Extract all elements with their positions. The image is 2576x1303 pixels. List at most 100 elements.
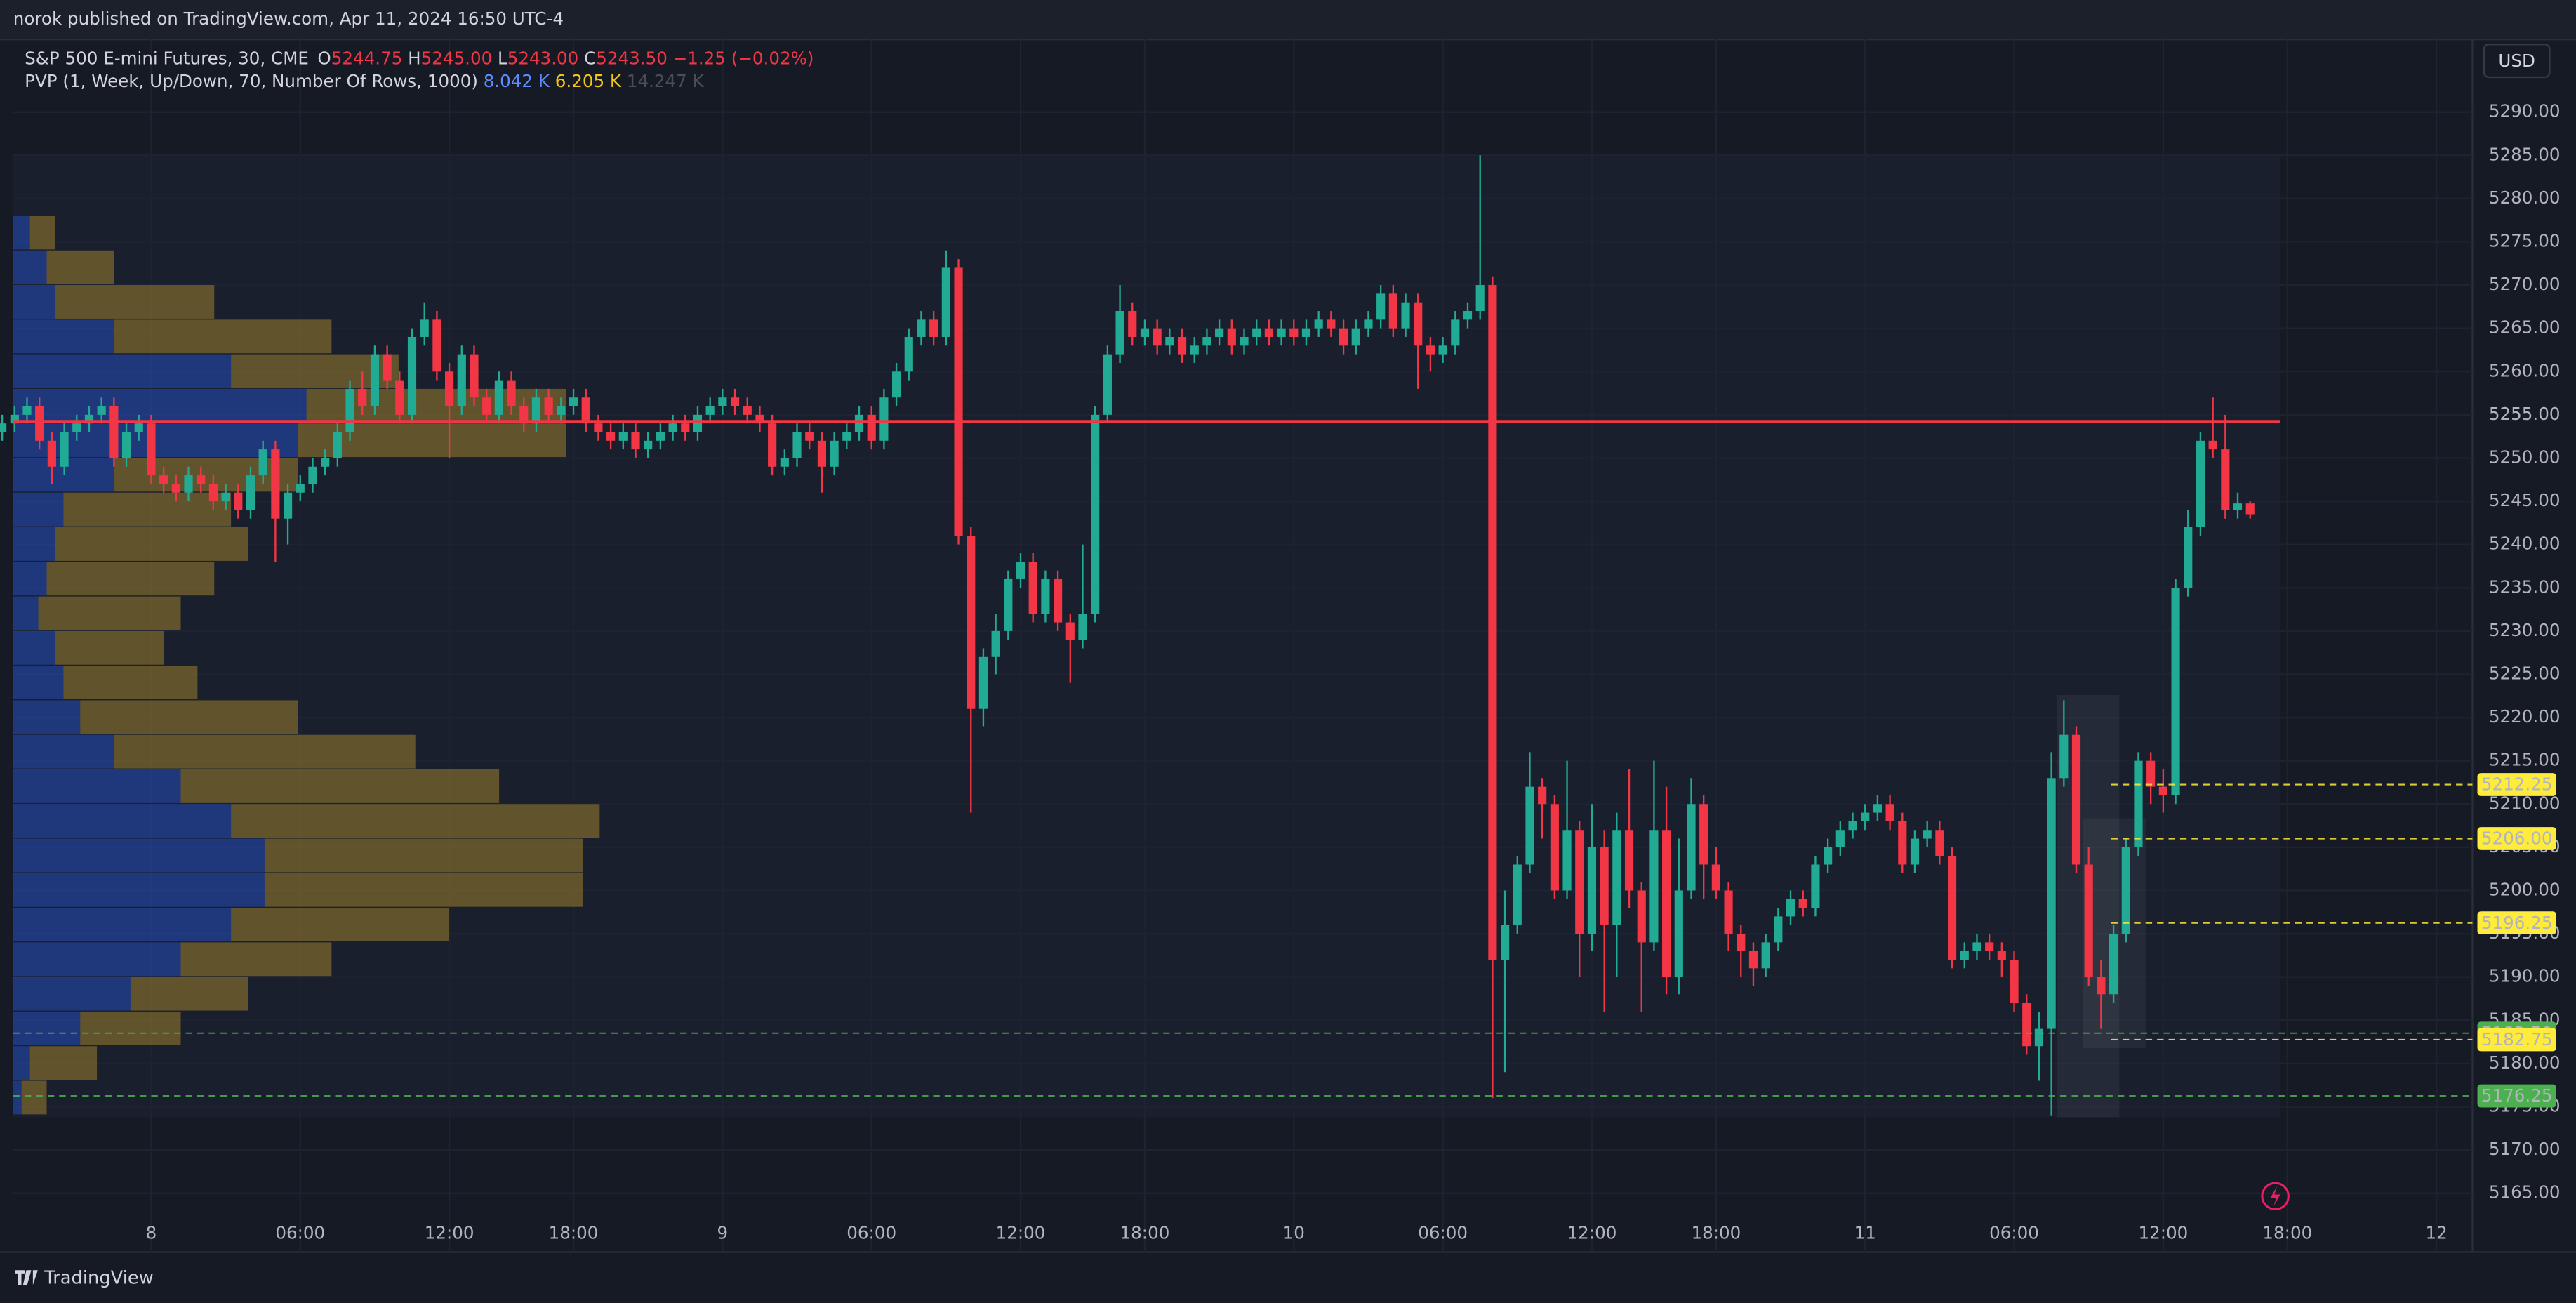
candle-body xyxy=(171,484,180,493)
x-tick-label: 12:00 xyxy=(425,1223,474,1243)
profile-down xyxy=(55,527,248,561)
y-tick-label: 5200.00 xyxy=(2489,879,2561,899)
profile-up xyxy=(13,354,232,388)
profile-up xyxy=(13,1011,81,1045)
candle-body xyxy=(2245,503,2255,515)
candle-body xyxy=(457,354,466,406)
y-tick-label: 5285.00 xyxy=(2489,144,2561,164)
candle-body xyxy=(72,423,81,432)
profile-down xyxy=(114,734,416,769)
candle-body xyxy=(817,440,826,467)
candle-body xyxy=(594,423,603,432)
profile-up xyxy=(13,250,47,284)
level-tag-label: 5212.25 xyxy=(2481,774,2553,795)
candle-body xyxy=(2010,960,2019,1003)
candle-body xyxy=(941,267,950,337)
change: −1.25 (−0.02%) xyxy=(673,48,814,68)
y-tick-label: 5230.00 xyxy=(2489,620,2561,640)
candle-body xyxy=(1277,328,1286,337)
legend: S&P 500 E-mini Futures, 30, CME O5244.75… xyxy=(25,48,814,68)
candle-body xyxy=(1761,942,1770,969)
y-tick-label: 5180.00 xyxy=(2489,1052,2561,1073)
candle-body xyxy=(1562,830,1572,891)
candle-body xyxy=(1923,830,1932,839)
profile-period-region xyxy=(13,156,2280,1118)
candle-body xyxy=(2097,977,2106,995)
y-tick-label: 5235.00 xyxy=(2489,576,2561,597)
candle-body xyxy=(1513,864,1522,925)
candle-body xyxy=(2221,449,2230,510)
profile-up xyxy=(13,1046,30,1080)
candle-body xyxy=(147,423,156,476)
candle-body xyxy=(358,388,367,406)
profile-up xyxy=(13,838,265,873)
candle-body xyxy=(494,380,503,415)
profile-up xyxy=(13,216,30,250)
candles xyxy=(0,155,2255,1116)
x-tick-label: 10 xyxy=(1283,1223,1305,1243)
x-tick-label: 11 xyxy=(1854,1223,1876,1243)
candle-body xyxy=(531,397,541,424)
profile-down xyxy=(264,838,583,873)
profile-down xyxy=(63,492,232,527)
currency-button[interactable] xyxy=(2483,44,2551,79)
level-tag xyxy=(2477,1084,2556,1108)
candle-body xyxy=(879,397,889,441)
x-tick-label: 18:00 xyxy=(2262,1223,2312,1243)
y-tick-label: 5170.00 xyxy=(2489,1139,2561,1159)
candle-body xyxy=(1848,821,1857,831)
candle-body xyxy=(718,397,727,406)
y-tick-label: 5260.00 xyxy=(2489,360,2561,381)
candle-body xyxy=(1215,328,1224,337)
candle-body xyxy=(1240,336,1249,346)
candle-body xyxy=(470,354,479,398)
candle-body xyxy=(1475,285,1485,312)
candle-body xyxy=(2196,440,2205,528)
top-bar xyxy=(0,0,2576,40)
candle-body xyxy=(1737,934,1746,951)
currency[interactable]: USD xyxy=(2498,51,2535,71)
y-tick-label: 5250.00 xyxy=(2489,447,2561,467)
x-tick-label: 12 xyxy=(2426,1223,2448,1243)
level-tag-label: 5206.00 xyxy=(2481,828,2553,849)
candle-body xyxy=(407,336,417,415)
profile-up xyxy=(13,492,64,527)
open-value: 5244.75 xyxy=(331,48,403,68)
candle-body xyxy=(1202,336,1211,346)
candle-body xyxy=(668,423,677,432)
profile-up xyxy=(13,285,55,319)
candle-body xyxy=(445,371,454,406)
candle-body xyxy=(557,406,566,415)
candle-body xyxy=(1314,319,1323,329)
candle-body xyxy=(1550,804,1559,891)
candle-body xyxy=(743,406,752,415)
candle-body xyxy=(1587,847,1597,934)
profile-up xyxy=(13,388,307,423)
profile-up xyxy=(13,1080,22,1115)
level-tag xyxy=(2477,1028,2556,1052)
candle-body xyxy=(1935,830,1944,856)
axes: 5290.00 5285.00 5280.00 5275.00 5270.00 5265.… xyxy=(146,101,2561,1243)
candle-body xyxy=(2071,734,2081,865)
profile-down xyxy=(264,873,583,907)
candle-body xyxy=(271,449,280,519)
candle-body xyxy=(830,440,839,467)
alert-icon[interactable] xyxy=(2261,1182,2290,1211)
profile-down xyxy=(180,942,332,977)
down-total: 6.205 K xyxy=(555,71,622,91)
profile-up xyxy=(13,908,232,941)
x-tick-label: 18:00 xyxy=(549,1223,599,1243)
profile-up xyxy=(13,873,265,907)
candle-body xyxy=(1165,336,1174,346)
y-tick-label: 5275.00 xyxy=(2489,230,2561,251)
candle-body xyxy=(1177,336,1187,355)
profile-down xyxy=(130,977,248,1011)
candle-body xyxy=(1351,328,1360,346)
profile-down xyxy=(80,1011,181,1045)
candle-body xyxy=(121,432,131,458)
candle-body xyxy=(792,432,802,458)
profile-down xyxy=(55,285,215,319)
candle-body xyxy=(681,423,690,432)
candle-body xyxy=(1153,328,1162,346)
